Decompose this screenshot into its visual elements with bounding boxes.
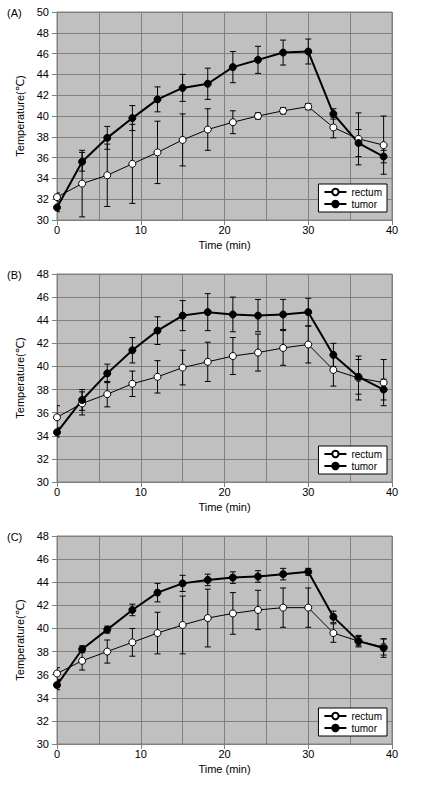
svg-text:36: 36 [37,407,49,419]
svg-text:34: 34 [37,172,49,184]
svg-text:20: 20 [218,486,230,498]
svg-text:46: 46 [37,48,49,60]
svg-text:32: 32 [37,453,49,465]
svg-text:tumor: tumor [351,199,377,210]
svg-text:10: 10 [135,224,147,236]
svg-text:44: 44 [37,576,49,588]
svg-text:48: 48 [37,530,49,542]
svg-text:0: 0 [54,224,60,236]
svg-text:40: 40 [37,360,49,372]
svg-text:tumor: tumor [351,461,377,472]
svg-text:50: 50 [37,6,49,18]
svg-text:rectum: rectum [351,187,382,198]
svg-text:10: 10 [135,486,147,498]
svg-text:(C): (C) [7,531,22,543]
svg-text:20: 20 [218,748,230,760]
svg-text:46: 46 [37,291,49,303]
svg-text:10: 10 [135,748,147,760]
svg-text:30: 30 [37,214,49,226]
svg-text:40: 40 [37,110,49,122]
svg-text:48: 48 [37,268,49,280]
svg-text:rectum: rectum [351,711,382,722]
svg-text:Time (min): Time (min) [198,501,250,513]
svg-text:42: 42 [37,337,49,349]
svg-text:30: 30 [302,748,314,760]
svg-text:0: 0 [54,748,60,760]
svg-text:38: 38 [37,646,49,658]
svg-text:40: 40 [37,622,49,634]
svg-text:36: 36 [37,669,49,681]
svg-text:42: 42 [37,89,49,101]
svg-text:0: 0 [54,486,60,498]
svg-text:42: 42 [37,599,49,611]
svg-text:38: 38 [37,384,49,396]
svg-text:44: 44 [37,68,49,80]
svg-text:34: 34 [37,692,49,704]
svg-text:38: 38 [37,131,49,143]
svg-text:40: 40 [386,748,398,760]
svg-text:32: 32 [37,715,49,727]
svg-text:Temperature(℃): Temperature(℃) [14,75,26,156]
svg-text:34: 34 [37,430,49,442]
svg-text:30: 30 [302,486,314,498]
svg-text:tumor: tumor [351,723,377,734]
svg-text:(A): (A) [7,7,22,19]
svg-text:46: 46 [37,553,49,565]
svg-text:Temperature(℃): Temperature(℃) [14,337,26,418]
svg-text:30: 30 [302,224,314,236]
svg-text:rectum: rectum [351,449,382,460]
svg-text:Time (min): Time (min) [198,763,250,775]
svg-text:32: 32 [37,193,49,205]
svg-text:20: 20 [218,224,230,236]
svg-text:40: 40 [386,486,398,498]
svg-text:48: 48 [37,27,49,39]
svg-text:44: 44 [37,314,49,326]
svg-text:36: 36 [37,152,49,164]
svg-text:30: 30 [37,738,49,750]
svg-text:(B): (B) [7,269,22,281]
svg-text:40: 40 [386,224,398,236]
svg-text:Time (min): Time (min) [198,239,250,251]
svg-text:Temperature(℃): Temperature(℃) [14,599,26,680]
svg-text:30: 30 [37,476,49,488]
